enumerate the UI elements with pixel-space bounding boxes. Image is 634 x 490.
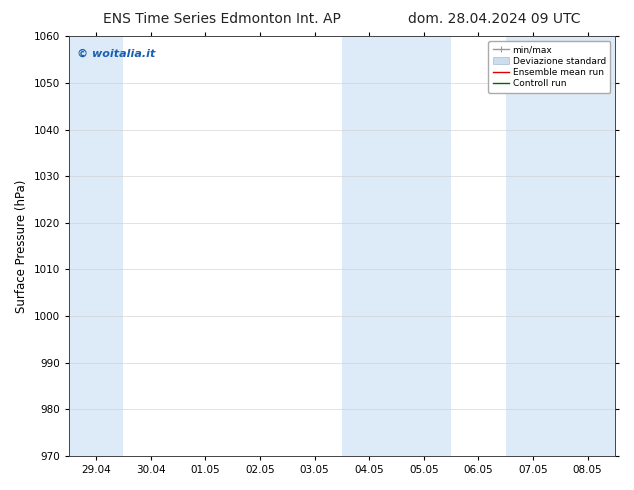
Text: © woitalia.it: © woitalia.it bbox=[77, 49, 155, 59]
Bar bbox=[342, 36, 451, 456]
Y-axis label: Surface Pressure (hPa): Surface Pressure (hPa) bbox=[15, 179, 28, 313]
Text: ENS Time Series Edmonton Int. AP: ENS Time Series Edmonton Int. AP bbox=[103, 12, 341, 26]
Text: dom. 28.04.2024 09 UTC: dom. 28.04.2024 09 UTC bbox=[408, 12, 581, 26]
Legend: min/max, Deviazione standard, Ensemble mean run, Controll run: min/max, Deviazione standard, Ensemble m… bbox=[488, 41, 611, 93]
Bar bbox=[69, 36, 124, 456]
Bar bbox=[506, 36, 615, 456]
